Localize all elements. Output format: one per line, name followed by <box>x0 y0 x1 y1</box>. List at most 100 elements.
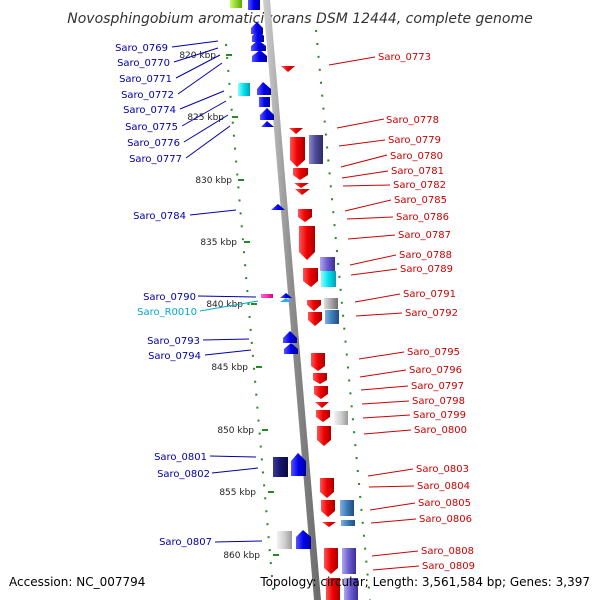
gene-glyph-gray[interactable] <box>324 298 338 309</box>
kbp-label: 825 kbp <box>187 113 224 123</box>
gene-label[interactable]: Saro_0800 <box>414 425 467 436</box>
gene-label[interactable]: Saro_0801 <box>154 452 207 463</box>
reverse-strand-genes[interactable] <box>281 66 358 600</box>
gene-glyph[interactable] <box>315 402 329 408</box>
gene-label[interactable]: Saro_0807 <box>159 537 212 548</box>
gene-glyph[interactable] <box>251 40 266 51</box>
kbp-label: 845 kbp <box>211 363 248 373</box>
gene-glyph-gray[interactable] <box>277 531 292 549</box>
map-title: Novosphingobium aromaticivorans DSM 1244… <box>67 11 532 27</box>
gene-label[interactable]: Saro_0802 <box>157 469 210 480</box>
gene-glyph[interactable] <box>322 522 336 527</box>
gene-glyph[interactable] <box>314 386 328 399</box>
gene-label[interactable]: Saro_0786 <box>396 212 449 223</box>
gene-label[interactable]: Saro_0782 <box>393 180 446 191</box>
gene-label[interactable]: Saro_0803 <box>416 464 469 475</box>
gene-glyph[interactable] <box>311 353 325 371</box>
gene-label[interactable]: Saro_0780 <box>390 151 443 162</box>
gene-label[interactable]: Saro_R0010 <box>137 307 197 318</box>
gene-label[interactable]: Saro_0792 <box>405 308 458 319</box>
gene-label[interactable]: Saro_0795 <box>407 347 460 358</box>
gene-label[interactable]: Saro_0797 <box>411 381 464 392</box>
gene-glyph[interactable] <box>283 331 297 343</box>
gene-glyph[interactable] <box>289 128 303 134</box>
gene-label[interactable]: Saro_0799 <box>413 410 466 421</box>
gene-label[interactable]: Saro_0771 <box>119 74 172 85</box>
gene-glyph[interactable] <box>295 189 310 195</box>
gene-glyph-navy[interactable] <box>273 457 288 477</box>
gene-glyph-steel[interactable] <box>341 520 355 526</box>
gene-glyph[interactable] <box>326 578 340 600</box>
gene-glyph[interactable] <box>290 137 305 167</box>
gene-glyph[interactable] <box>298 209 312 222</box>
gene-glyph[interactable] <box>316 410 330 422</box>
gene-glyph[interactable] <box>257 82 271 95</box>
gene-glyph[interactable] <box>317 426 331 446</box>
gene-glyph-cyan[interactable] <box>238 83 250 96</box>
gene-label[interactable]: Saro_0806 <box>419 514 472 525</box>
gene-label[interactable]: Saro_0787 <box>398 230 451 241</box>
gene-label[interactable]: Saro_0791 <box>403 289 456 300</box>
gene-label[interactable]: Saro_0794 <box>148 351 201 362</box>
gene-label[interactable]: Saro_0772 <box>121 90 174 101</box>
rna-glyph[interactable] <box>280 298 292 302</box>
gene-label[interactable]: Saro_0809 <box>422 561 475 572</box>
gene-glyph[interactable] <box>294 183 309 188</box>
gene-glyph[interactable] <box>296 530 311 549</box>
gene-glyph[interactable] <box>251 22 263 34</box>
gene-label[interactable]: Saro_0776 <box>127 138 180 149</box>
gene-label[interactable]: Saro_0784 <box>133 211 186 222</box>
gene-glyph[interactable] <box>324 548 338 574</box>
gene-glyph[interactable] <box>321 500 335 517</box>
gene-label[interactable]: Saro_0785 <box>394 195 447 206</box>
gene-label[interactable]: Saro_0775 <box>125 122 178 133</box>
kbp-label: 855 kbp <box>219 488 256 498</box>
gene-label[interactable]: Saro_0808 <box>421 546 474 557</box>
gene-glyph-cyan[interactable] <box>321 271 336 287</box>
gene-glyph[interactable] <box>252 30 264 42</box>
gene-label[interactable]: Saro_0774 <box>123 105 176 116</box>
gene-glyph[interactable] <box>281 66 295 72</box>
gene-label[interactable]: Saro_0788 <box>399 250 452 261</box>
gene-label[interactable]: Saro_0805 <box>418 498 471 509</box>
gene-glyph[interactable] <box>293 168 308 180</box>
rna-glyph-magenta[interactable] <box>261 294 273 298</box>
gene-glyph[interactable] <box>307 300 321 311</box>
gene-label[interactable]: Saro_0779 <box>388 135 441 146</box>
gene-glyph[interactable] <box>299 226 315 260</box>
gene-label[interactable]: Saro_0770 <box>117 58 170 69</box>
gene-glyph-gray[interactable] <box>334 411 348 425</box>
gene-glyph-steel[interactable] <box>340 500 354 516</box>
gene-glyph[interactable] <box>271 204 285 210</box>
gene-glyph[interactable] <box>303 268 318 287</box>
gene-label[interactable]: Saro_0777 <box>129 154 182 165</box>
gene-glyph-purple[interactable] <box>342 548 356 574</box>
gene-label[interactable]: Saro_0781 <box>391 166 444 177</box>
gene-label[interactable]: Saro_0778 <box>386 115 439 126</box>
gene-glyph-slate[interactable] <box>309 135 323 164</box>
gene-glyph[interactable] <box>280 293 292 298</box>
gene-glyph[interactable] <box>284 343 298 354</box>
gene-glyph[interactable] <box>252 50 267 62</box>
gene-glyph[interactable] <box>313 373 327 384</box>
gene-label[interactable]: Saro_0789 <box>400 264 453 275</box>
gene-label[interactable]: Saro_0798 <box>412 396 465 407</box>
gene-glyph-purple[interactable] <box>320 257 335 271</box>
forward-strand-genes[interactable] <box>238 22 311 549</box>
gene-glyph[interactable] <box>261 121 274 127</box>
gene-glyph[interactable] <box>259 97 270 107</box>
gene-glyph[interactable] <box>260 108 274 120</box>
gene-glyph-purple[interactable] <box>344 578 358 600</box>
gene-glyph-steel[interactable] <box>325 310 339 324</box>
gene-label[interactable]: Saro_0796 <box>409 365 462 376</box>
gene-label[interactable]: Saro_0773 <box>378 52 431 63</box>
gene-glyph[interactable] <box>291 453 306 476</box>
gene-glyph[interactable] <box>320 478 334 498</box>
gene-label[interactable]: Saro_0804 <box>417 481 470 492</box>
gene-label[interactable]: Saro_0769 <box>115 43 168 54</box>
gene-label[interactable]: Saro_0790 <box>143 292 196 303</box>
chromosome-backbone <box>263 0 321 600</box>
gene-glyph[interactable] <box>308 312 322 326</box>
gene-label[interactable]: Saro_0793 <box>147 336 200 347</box>
